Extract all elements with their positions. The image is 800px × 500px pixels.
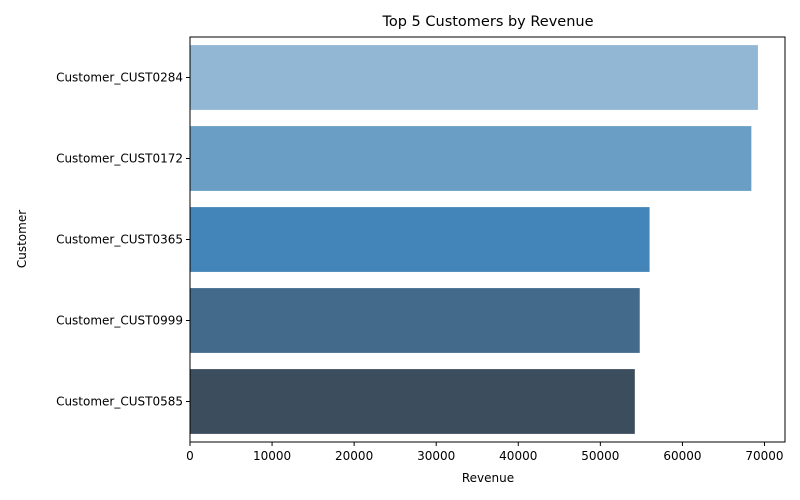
plot-frame [189,36,786,443]
x-tick-label: 60000 [663,449,701,463]
x-tick-label: 40000 [499,449,537,463]
chart-title: Top 5 Customers by Revenue [381,14,593,30]
y-ticks-group: Customer_CUST0284 Customer_CUST0172 Custom… [56,71,190,409]
y-tick-label: Customer_CUST0365 [56,233,183,247]
bar-Customer_CUST0999 [190,288,640,353]
bar-Customer_CUST0284 [190,45,758,110]
x-ticks-group: 0 10000 20000 30000 40000 50000 60000 70000 [186,442,784,463]
y-tick-label: Customer_CUST0999 [56,314,183,328]
y-tick-label: Customer_CUST0284 [56,71,183,85]
y-tick-label: Customer_CUST0585 [56,395,183,409]
y-axis-title: Customer [15,210,29,268]
bars-group [190,45,758,434]
x-tick-label: 50000 [581,449,619,463]
x-tick-label: 10000 [253,449,291,463]
x-tick-label: 20000 [335,449,373,463]
x-tick-label: 30000 [417,449,455,463]
x-axis-title: Revenue [462,471,514,485]
bar-Customer_CUST0365 [190,207,650,272]
y-tick-label: Customer_CUST0172 [56,152,183,166]
x-tick-label: 0 [186,449,194,463]
x-tick-label: 70000 [745,449,783,463]
bar-Customer_CUST0585 [190,369,635,434]
bar-Customer_CUST0172 [190,126,752,191]
